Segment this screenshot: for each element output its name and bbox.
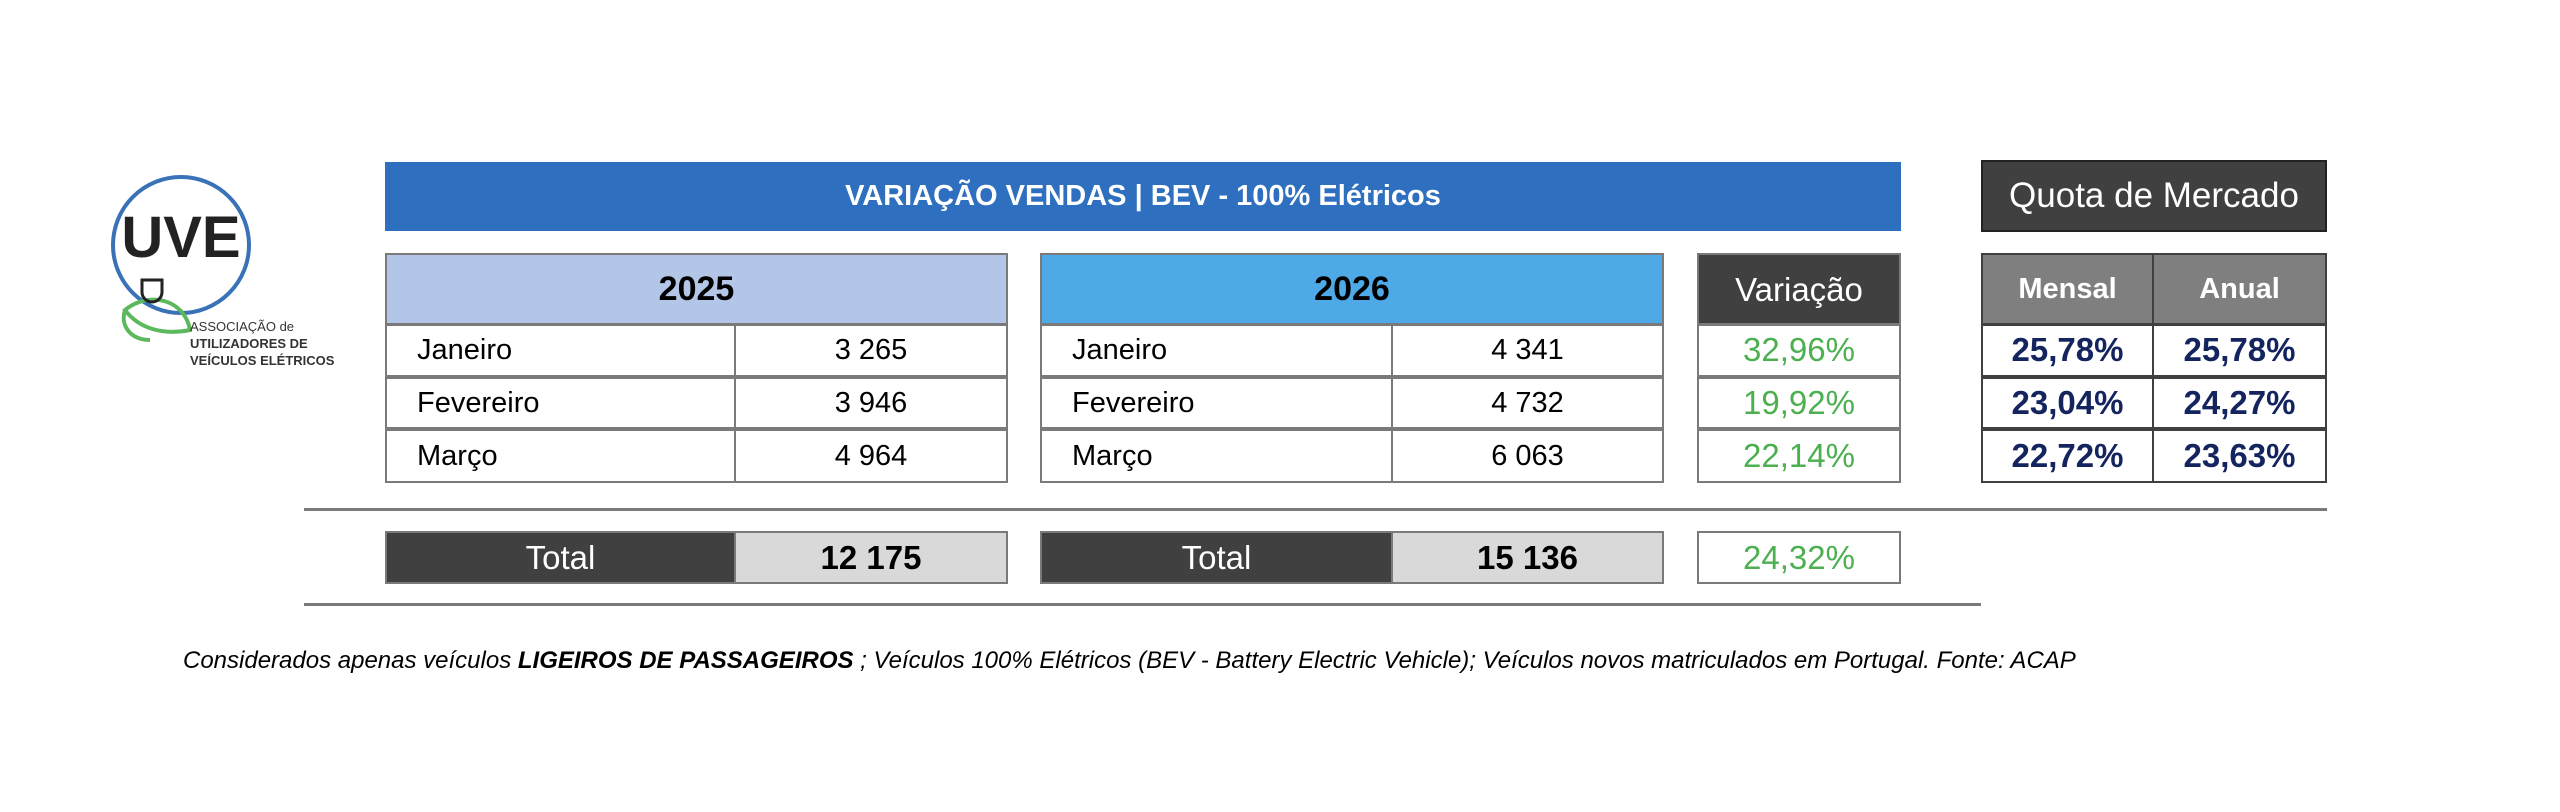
month: Março <box>1040 429 1393 483</box>
divider <box>304 603 1981 606</box>
variation-value: 22,14% <box>1697 429 1901 483</box>
sales: 3 265 <box>734 323 1008 377</box>
logo: UVE ASSOCIAÇÃO de UTILIZADORES DE VEÍCUL… <box>111 175 335 368</box>
total-label: Total <box>385 531 736 584</box>
quota-value: 25,78% <box>2152 323 2327 377</box>
logo-line: VEÍCULOS ELÉTRICOS <box>190 353 335 368</box>
sales: 4 341 <box>1391 323 1664 377</box>
quota-value: 23,63% <box>2152 429 2327 483</box>
quota-value: 24,27% <box>2152 377 2327 429</box>
total-value: 15 136 <box>1391 531 1664 584</box>
quota-value: 23,04% <box>1981 377 2154 429</box>
footnote-bold: LIGEIROS DE PASSAGEIROS <box>517 647 854 674</box>
title-bar: VARIAÇÃO VENDAS | BEV - 100% Elétricos <box>385 162 1901 231</box>
month: Fevereiro <box>385 377 736 429</box>
variation-total: 24,32% <box>1697 531 1901 584</box>
logo-line: ASSOCIAÇÃO de <box>190 319 294 334</box>
total-value: 12 175 <box>734 531 1008 584</box>
quota-value: 25,78% <box>1981 323 2154 377</box>
year-header: 2026 <box>1040 253 1664 326</box>
sales: 4 964 <box>734 429 1008 483</box>
year-header: 2025 <box>385 253 1008 326</box>
logo-acronym: UVE <box>121 205 240 270</box>
logo-leaf <box>121 297 193 342</box>
footnote: Considerados apenas veículos LIGEIROS DE… <box>183 645 2076 677</box>
quota-value: 22,72% <box>1981 429 2154 483</box>
month: Janeiro <box>385 323 736 377</box>
divider <box>304 508 2327 511</box>
quota-header: Anual <box>2152 253 2327 326</box>
month: Janeiro <box>1040 323 1393 377</box>
logo-plug <box>140 278 164 304</box>
month: Fevereiro <box>1040 377 1393 429</box>
sales: 4 732 <box>1391 377 1664 429</box>
total-label: Total <box>1040 531 1393 584</box>
quota-title: Quota de Mercado <box>1981 160 2327 232</box>
footnote-text: ; Veículos 100% Elétricos (BEV - Battery… <box>853 647 2076 674</box>
variation-value: 32,96% <box>1697 323 1901 377</box>
sales: 3 946 <box>734 377 1008 429</box>
logo-line: UTILIZADORES DE <box>190 336 308 351</box>
variation-header: Variação <box>1697 253 1901 326</box>
month: Março <box>385 429 736 483</box>
footnote-text: Considerados apenas veículos <box>183 647 518 674</box>
quota-header: Mensal <box>1981 253 2154 326</box>
variation-value: 19,92% <box>1697 377 1901 429</box>
sales: 6 063 <box>1391 429 1664 483</box>
